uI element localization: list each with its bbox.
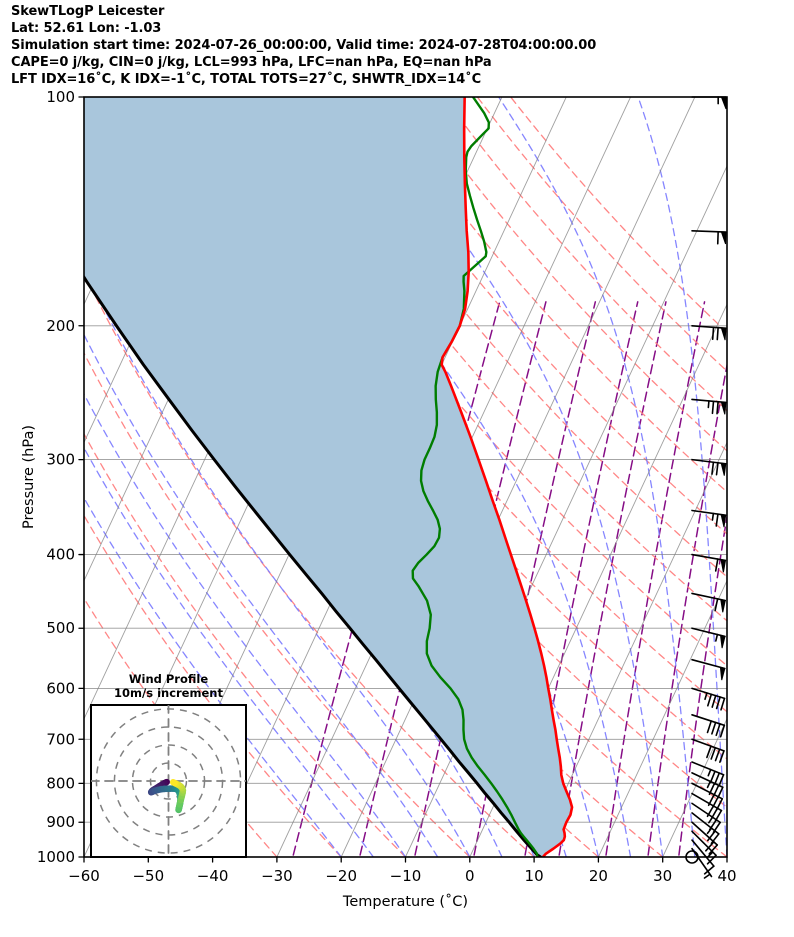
svg-text:−40: −40	[197, 867, 229, 885]
svg-text:700: 700	[46, 730, 75, 748]
svg-text:100: 100	[46, 88, 75, 106]
cape-shaded-region	[84, 97, 573, 857]
svg-text:200: 200	[46, 317, 75, 335]
svg-text:−50: −50	[132, 867, 164, 885]
indices-line-1: CAPE=0 j/kg, CIN=0 j/kg, LCL=993 hPa, LF…	[11, 55, 492, 70]
svg-text:800: 800	[46, 774, 75, 792]
svg-text:300: 300	[46, 451, 75, 469]
svg-text:900: 900	[46, 813, 75, 831]
svg-text:500: 500	[46, 619, 75, 637]
location-line: Lat: 52.61 Lon: -1.03	[11, 21, 162, 36]
svg-text:−20: −20	[325, 867, 357, 885]
svg-text:−10: −10	[390, 867, 422, 885]
page-title: SkewTLogP Leicester	[11, 4, 165, 19]
svg-text:400: 400	[46, 546, 75, 564]
svg-text:10m/s increment: 10m/s increment	[114, 686, 223, 700]
svg-text:600: 600	[46, 679, 75, 697]
svg-text:Pressure (hPa): Pressure (hPa)	[21, 425, 37, 529]
time-line: Simulation start time: 2024-07-26_00:00:…	[11, 38, 597, 53]
sounding-curves	[84, 97, 574, 857]
svg-text:Temperature (˚C): Temperature (˚C)	[342, 893, 468, 910]
wind-barb-column	[685, 96, 727, 879]
indices-line-2: LFT IDX=16˚C, K IDX=-1˚C, TOTAL TOTS=27˚…	[11, 72, 482, 87]
svg-text:30: 30	[653, 867, 672, 885]
svg-text:−30: −30	[261, 867, 293, 885]
svg-text:−60: −60	[68, 867, 100, 885]
svg-text:20: 20	[589, 867, 608, 885]
svg-text:0: 0	[465, 867, 475, 885]
svg-text:40: 40	[717, 867, 736, 885]
svg-text:10: 10	[525, 867, 544, 885]
svg-text:1000: 1000	[37, 848, 75, 866]
svg-text:Wind Profile: Wind Profile	[129, 672, 209, 686]
